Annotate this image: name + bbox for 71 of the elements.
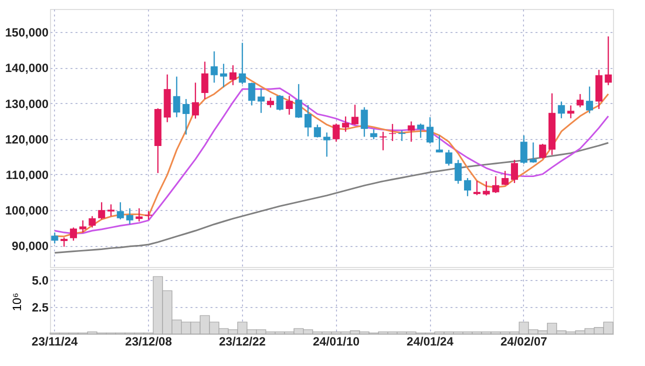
candlestick [210, 50, 218, 84]
candlestick [323, 132, 330, 158]
candlestick [88, 216, 96, 228]
y-tick-label: 150,000 [5, 26, 49, 40]
line-series [54, 142, 610, 254]
candlestick [520, 134, 528, 164]
y-axis-title: 10⁶ [10, 292, 24, 312]
candlestick [576, 93, 584, 108]
y-tick-label: 5.0 [32, 273, 49, 288]
y-tick-label: 110,000 [6, 168, 49, 182]
candlestick [408, 120, 415, 142]
candlestick [417, 122, 424, 138]
x-tick-label: 23/12/08 [125, 334, 172, 348]
candlestick [304, 104, 312, 137]
candlestick [276, 94, 284, 112]
candlestick [530, 142, 537, 164]
candlestick [388, 123, 396, 142]
candlestick [332, 122, 340, 142]
candlestick [360, 106, 368, 138]
candlestick [342, 116, 350, 132]
candlestick [502, 170, 509, 186]
y-tick-label: 90,000 [12, 239, 49, 254]
y-tick-label: 100,000 [5, 204, 49, 218]
candlestick [70, 226, 77, 242]
candlestick [220, 63, 228, 88]
candlestick [258, 88, 265, 114]
candlestick [248, 82, 256, 106]
candlestick [492, 176, 500, 194]
candlestick [370, 128, 378, 140]
candlestick [51, 232, 58, 244]
candlestick [266, 97, 274, 108]
candlestick [604, 36, 612, 86]
candlestick [426, 116, 434, 144]
candlestick [238, 42, 246, 85]
candlestick [182, 98, 190, 136]
candlestick [60, 236, 68, 248]
x-tick-label: 23/12/22 [219, 334, 266, 348]
y-tick-label: 140,000 [5, 61, 49, 76]
candlestick [454, 159, 462, 184]
candlestick [351, 104, 358, 126]
candlestick [436, 134, 443, 154]
candlestick [126, 208, 134, 225]
y-tick-label: 2.5 [32, 300, 49, 314]
candlestick [464, 177, 472, 197]
candlestick [398, 130, 406, 142]
candlestick [586, 86, 594, 114]
x-tick-label: 24/01/10 [312, 334, 360, 348]
y-tick-label: 130,000 [5, 96, 49, 111]
candlestick [201, 61, 208, 100]
candlestick [445, 149, 452, 166]
y-tick-label: 120,000 [5, 132, 49, 146]
candlestick [314, 124, 321, 138]
candlestick [295, 83, 302, 118]
candlestick [136, 208, 143, 222]
candlestick [286, 95, 293, 116]
candlestick [107, 204, 115, 217]
candlestick [98, 202, 106, 220]
candlestick [482, 180, 490, 196]
x-tick-label: 24/02/07 [500, 334, 548, 348]
candlestick [116, 202, 124, 220]
x-tick-label: 24/01/24 [406, 334, 454, 348]
candlestick [79, 220, 86, 234]
candlestick [380, 131, 387, 151]
candlestick [510, 159, 518, 184]
candlestick [192, 82, 199, 120]
x-tick-label: 23/11/24 [32, 334, 78, 348]
candlestick [539, 143, 546, 160]
candlestick [473, 180, 480, 196]
candlestick [173, 76, 180, 118]
candlestick [229, 64, 236, 86]
candlestick [558, 100, 565, 119]
